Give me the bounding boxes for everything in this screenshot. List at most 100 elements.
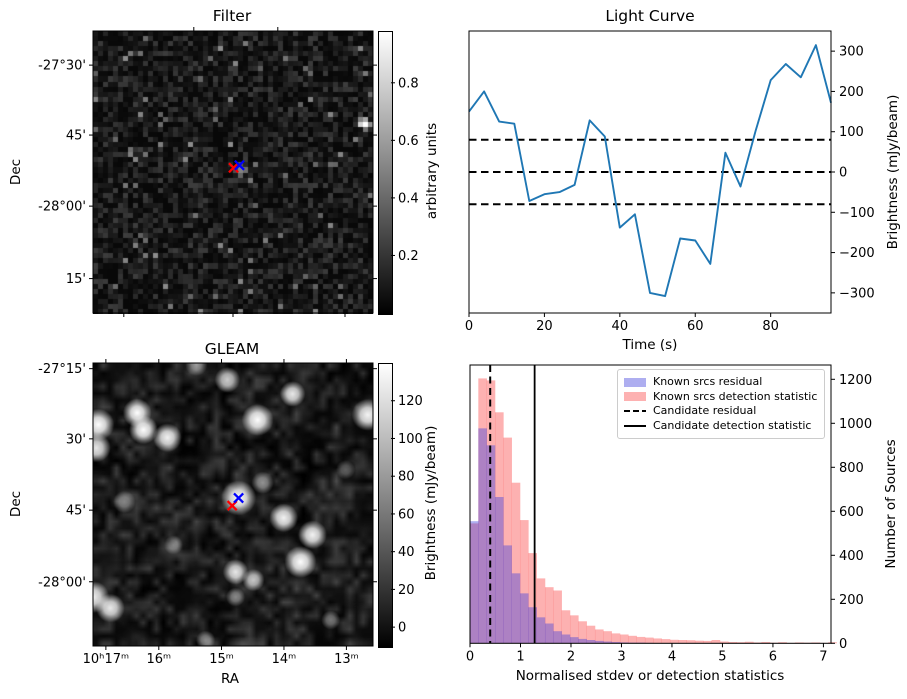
tick-label: 40 [612, 319, 629, 334]
histogram-bar [628, 635, 637, 644]
histogram-bar [494, 497, 504, 644]
histogram-bar [536, 578, 546, 644]
histogram-bar [753, 642, 762, 644]
tick-label: 40 [398, 545, 415, 560]
gleam-heatmap-image [93, 363, 373, 646]
histogram-ylabel: Number of Sources [883, 439, 899, 569]
histogram-bar [703, 640, 712, 644]
histogram-bar [478, 428, 487, 644]
tick-label: 0 [398, 621, 406, 636]
histogram-bar [594, 629, 604, 644]
histogram-bar [678, 640, 687, 644]
histogram-bar [611, 633, 621, 644]
gleam-colorbar-label: Brightness (mJy/beam) [423, 425, 439, 581]
tick-label: −100 [839, 206, 875, 221]
histogram-bar [561, 634, 571, 644]
histogram-bar [511, 573, 521, 644]
tick-label: 1 [516, 649, 524, 664]
tick-label: 800 [839, 461, 864, 476]
legend-swatch [624, 377, 646, 387]
tick-label: 200 [839, 593, 864, 608]
histogram-bar [553, 590, 562, 644]
tick-label: 3 [617, 649, 625, 664]
histogram-bar [486, 380, 496, 644]
legend-line-sample [624, 425, 646, 428]
histogram-bar [719, 641, 729, 644]
gleam-colorbar [378, 363, 393, 648]
colorbar-ticks: 0 20 40 60 80 100 120 [391, 394, 423, 636]
tick-label: 60 [398, 507, 415, 522]
tick-label: 120 [398, 394, 423, 409]
legend-label: Known srcs residual [653, 375, 763, 388]
tick-label: 10ʰ17ᵐ [83, 652, 129, 667]
gleam-title: GLEAM [204, 340, 260, 358]
histogram-bar [828, 642, 837, 644]
tick-label: 1200 [839, 373, 872, 388]
filter-ylabel: Dec [8, 158, 24, 186]
light-curve-xlabel: Time (s) [622, 337, 678, 353]
histogram-bar [503, 545, 512, 644]
tick-label: 0.6 [398, 134, 419, 149]
tick-label: 4 [668, 649, 676, 664]
histogram-bar [653, 638, 662, 644]
tick-label: -28°00' [38, 200, 86, 215]
histogram-bar [661, 639, 671, 644]
histogram-bar [761, 641, 771, 644]
legend-item: Candidate residual [624, 404, 818, 419]
gleam-xlabel: RA [220, 671, 240, 687]
histogram-bar [611, 641, 621, 644]
histogram-bar [594, 640, 604, 644]
histogram-bar [503, 437, 512, 644]
colorbar-ticks: 0.2 0.4 0.6 0.8 [391, 76, 419, 264]
filter-heatmap-image [93, 31, 373, 314]
tick-label: -27°15' [38, 362, 86, 377]
tick-label: −200 [839, 246, 875, 261]
tick-label: 6 [769, 649, 777, 664]
legend-label: Candidate detection statistic [653, 418, 812, 432]
histogram-bar [728, 641, 737, 644]
legend-swatch [624, 392, 646, 402]
gleam-ylabel: Dec [8, 490, 24, 518]
tick-label: 14ᵐ [272, 652, 297, 667]
histogram-bar [470, 521, 479, 644]
histogram-bar [528, 553, 537, 644]
tick-label: 60 [687, 319, 704, 334]
histogram-bar [736, 642, 746, 644]
histogram-bar [470, 523, 479, 644]
legend-item: Known srcs residual [624, 375, 818, 390]
histogram-bar [794, 642, 804, 644]
histogram-series-0 [470, 428, 679, 644]
tick-label: 200 [839, 85, 864, 100]
histogram-bar [553, 631, 562, 644]
histogram-bar [561, 610, 571, 644]
light-curve-ylabel: Brightness (mJy/beam) [885, 94, 901, 250]
histogram-bar [686, 640, 696, 644]
tick-label: 80 [398, 470, 415, 485]
light-curve-line [468, 44, 832, 298]
histogram-bar [628, 642, 637, 644]
histogram-bar [528, 607, 537, 644]
tick-label: -28°00' [38, 575, 86, 590]
tick-label: 45' [66, 504, 86, 519]
histogram-bar [578, 638, 587, 644]
histogram-bar [519, 520, 529, 644]
histogram-bar [636, 642, 646, 644]
tick-label: 0 [839, 637, 847, 652]
histogram-bar [544, 587, 554, 644]
tick-label: 15ᵐ [209, 652, 234, 667]
histogram-bar [569, 637, 579, 644]
histogram-bar [536, 617, 546, 644]
legend-item: Known srcs detection statistic [624, 390, 818, 405]
histogram-bar [803, 642, 812, 644]
histogram-legend: Known srcs residual Known srcs detection … [617, 369, 825, 440]
tick-label: 45' [66, 129, 86, 144]
histogram-bar [544, 623, 554, 644]
histogram-bar [494, 412, 504, 644]
tick-label: 16ᵐ [146, 652, 171, 667]
histogram-bar [694, 640, 704, 644]
tick-label: 600 [839, 505, 864, 520]
histogram-bar [569, 615, 579, 644]
tick-label: 1000 [839, 417, 872, 432]
histogram-bar [478, 378, 487, 644]
tick-label: −300 [839, 286, 875, 301]
